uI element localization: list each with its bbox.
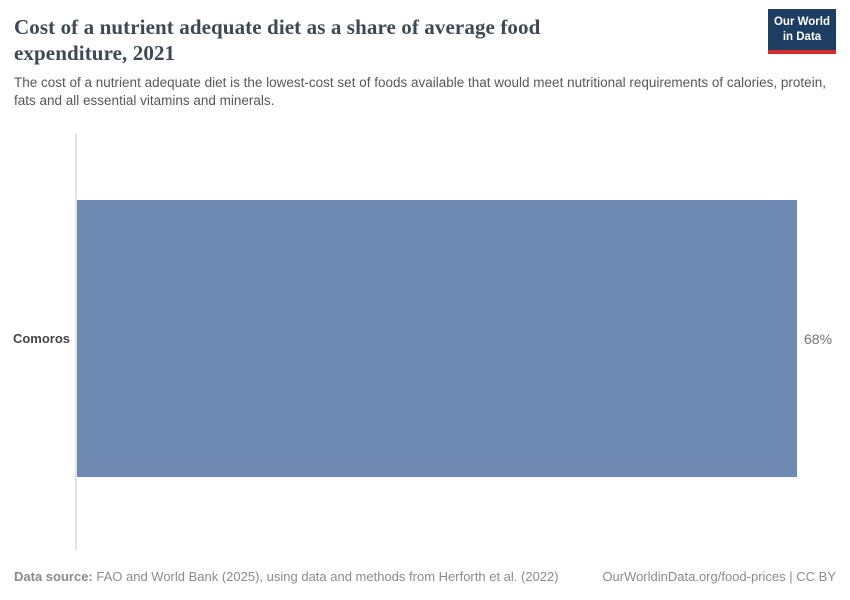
license-link[interactable]: OurWorldinData.org/food-prices | CC BY	[602, 569, 836, 584]
value-label-comoros: 68%	[804, 331, 833, 347]
plot-area	[77, 200, 797, 477]
chart-subtitle: The cost of a nutrient adequate diet is …	[14, 75, 826, 108]
data-source-text: FAO and World Bank (2025), using data an…	[92, 569, 559, 584]
footer: Data source: FAO and World Bank (2025), …	[14, 569, 836, 585]
bar-comoros[interactable]	[77, 200, 797, 477]
entity-label-comoros: Comoros	[12, 331, 70, 346]
owid-logo-line2: in Data	[782, 31, 822, 43]
owid-logo[interactable]: Our World in Data	[768, 9, 836, 54]
y-axis-line	[75, 133, 77, 550]
data-source-label: Data source:	[14, 569, 93, 584]
chart-title: Cost of a nutrient adequate diet as a sh…	[14, 15, 541, 65]
data-source: Data source: FAO and World Bank (2025), …	[14, 569, 559, 585]
owid-logo-line1: Our World	[773, 16, 830, 28]
